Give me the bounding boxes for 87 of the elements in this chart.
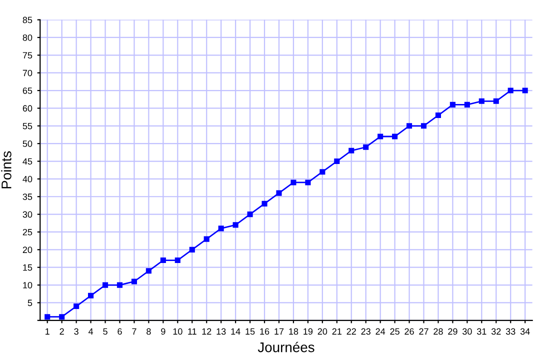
point	[334, 158, 340, 164]
point	[189, 246, 195, 252]
point	[320, 169, 326, 175]
y-tick-label: 40	[22, 176, 32, 182]
point	[44, 314, 50, 320]
point	[305, 180, 311, 186]
x-tick-label: 1	[46, 328, 50, 335]
point	[247, 212, 253, 218]
y-tick-label: 5	[28, 300, 32, 306]
point	[493, 98, 499, 104]
y-tick-label: 70	[22, 70, 32, 76]
x-tick-label: 11	[188, 328, 196, 335]
x-tick-label: 30	[462, 328, 472, 335]
x-tick-label: 14	[231, 328, 240, 335]
x-tick-label: 20	[318, 328, 328, 335]
y-tick-label: 80	[22, 34, 32, 41]
x-tick-label: 16	[260, 328, 270, 335]
point	[522, 88, 528, 94]
point	[116, 282, 123, 288]
x-tick-label: 10	[173, 328, 182, 335]
point	[262, 200, 268, 206]
point	[74, 303, 80, 310]
point	[204, 236, 210, 242]
point	[146, 268, 152, 274]
x-tick-label: 8	[146, 328, 151, 335]
x-tick-label: 15	[246, 328, 255, 335]
point	[450, 102, 456, 108]
point	[218, 226, 224, 232]
point	[348, 148, 354, 154]
x-tick-label: 23	[361, 328, 370, 335]
x-tick-label: 2	[60, 328, 64, 335]
x-tick-label: 33	[506, 328, 516, 335]
y-tick-label: 45	[22, 158, 32, 165]
point	[420, 123, 427, 129]
x-tick-label: 6	[118, 328, 122, 335]
point	[232, 222, 238, 228]
x-tick-label: 9	[161, 328, 166, 335]
y-tick-label: 30	[22, 211, 32, 218]
point	[160, 258, 166, 264]
y-tick-label: 20	[22, 246, 32, 254]
point	[59, 314, 65, 320]
x-tick-label: 5	[103, 328, 108, 335]
y-tick-label: 50	[22, 140, 32, 147]
point	[378, 134, 384, 140]
point	[131, 278, 137, 284]
x-tick-label: 13	[216, 328, 226, 335]
x-tick-label: 7	[132, 328, 136, 335]
y-tick-label: 85	[22, 16, 32, 24]
point	[290, 180, 296, 186]
y-tick-label: 60	[22, 105, 32, 112]
point	[464, 102, 470, 108]
x-tick-label: 21	[332, 328, 342, 335]
x-tick-label: 24	[376, 328, 386, 335]
x-tick-label: 17	[274, 328, 284, 335]
y-axis-title: Points	[1, 151, 12, 188]
x-axis-title: Journées	[258, 342, 314, 352]
x-tick-label: 19	[304, 328, 313, 335]
x-tick-label: 22	[346, 328, 356, 335]
point	[508, 88, 514, 94]
x-tick-label: 31	[476, 328, 486, 335]
y-tick-label: 15	[23, 264, 32, 271]
x-tick-label: 32	[491, 328, 501, 335]
x-tick-label: 3	[74, 328, 78, 335]
x-tick-label: 29	[448, 328, 458, 335]
y-tick-label: 65	[22, 87, 32, 94]
point	[88, 292, 94, 298]
point	[363, 144, 369, 150]
point	[174, 258, 180, 264]
x-tick-label: 34	[520, 328, 530, 335]
y-tick-label: 10	[23, 282, 32, 288]
point	[392, 134, 398, 140]
y-tick-label: 75	[22, 52, 32, 59]
point	[276, 190, 282, 196]
point	[435, 112, 442, 118]
x-tick-label: 12	[202, 328, 212, 335]
x-tick-label: 28	[434, 328, 443, 335]
point	[406, 123, 412, 129]
x-tick-label: 18	[289, 328, 298, 335]
point	[102, 282, 108, 288]
x-tick-label: 27	[419, 328, 428, 335]
y-tick-label: 35	[22, 194, 32, 200]
x-tick-label: 25	[390, 328, 400, 335]
x-tick-label: 26	[404, 328, 414, 335]
point	[478, 98, 484, 104]
y-tick-label: 55	[22, 122, 32, 130]
y-tick-label: 25	[22, 228, 32, 236]
x-tick-label: 4	[88, 328, 94, 335]
